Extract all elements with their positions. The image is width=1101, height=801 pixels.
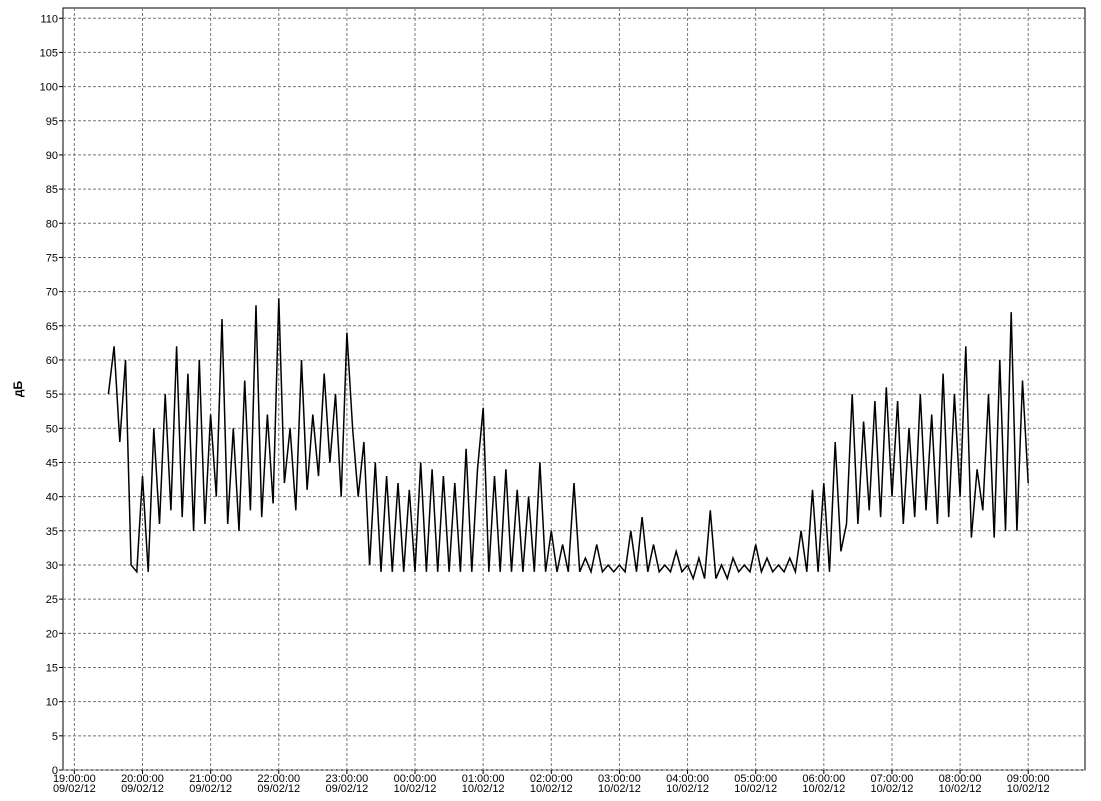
x-tick-label: 10/02/12 xyxy=(462,783,505,795)
x-tick-label: 10/02/12 xyxy=(666,783,709,795)
y-tick-label: 70 xyxy=(46,287,58,299)
y-tick-label: 100 xyxy=(40,82,58,94)
x-tick-label: 10/02/12 xyxy=(939,783,982,795)
y-tick-label: 80 xyxy=(46,218,58,230)
y-tick-label: 25 xyxy=(46,594,58,606)
y-tick-label: 75 xyxy=(46,252,58,264)
x-tick-label: 09/02/12 xyxy=(53,783,96,795)
x-tick-label: 23:00:00 xyxy=(325,773,368,785)
y-tick-label: 60 xyxy=(46,355,58,367)
x-tick-label: 21:00:00 xyxy=(189,773,232,785)
plot-frame xyxy=(62,7,1086,771)
x-tick-label: 19:00:00 xyxy=(53,773,96,785)
y-tick-label: 10 xyxy=(46,697,58,709)
x-tick-label: 05:00:00 xyxy=(734,773,777,785)
y-tick-label: 5 xyxy=(52,731,58,743)
y-tick-label: 90 xyxy=(46,150,58,162)
y-tick-label: 50 xyxy=(46,423,58,435)
data-line xyxy=(107,298,1029,581)
y-tick-label: 15 xyxy=(46,662,58,674)
x-tick-label: 10/02/12 xyxy=(1007,783,1050,795)
x-tick-label: 10/02/12 xyxy=(394,783,437,795)
y-tick-label: 35 xyxy=(46,526,58,538)
x-tick-label: 06:00:00 xyxy=(802,773,845,785)
x-tick-label: 09/02/12 xyxy=(325,783,368,795)
x-tick-label: 09/02/12 xyxy=(189,783,232,795)
y-tick-label: 40 xyxy=(46,492,58,504)
x-tick-label: 10/02/12 xyxy=(871,783,914,795)
x-tick-label: 09/02/12 xyxy=(257,783,300,795)
x-tick-label: 09:00:00 xyxy=(1007,773,1050,785)
x-tick-label: 03:00:00 xyxy=(598,773,641,785)
x-tick-label: 04:00:00 xyxy=(666,773,709,785)
y-tick-label: 20 xyxy=(46,628,58,640)
y-axis-label: дБ xyxy=(11,381,25,398)
y-tick-label: 45 xyxy=(46,457,58,469)
y-tick-label: 65 xyxy=(46,321,58,333)
x-tick-label: 08:00:00 xyxy=(939,773,982,785)
x-tick-label: 10/02/12 xyxy=(734,783,777,795)
x-tick-label: 00:00:00 xyxy=(394,773,437,785)
x-tick-label: 09/02/12 xyxy=(121,783,164,795)
x-tick-label: 22:00:00 xyxy=(257,773,300,785)
y-tick-label: 105 xyxy=(40,47,58,59)
y-tick-label: 95 xyxy=(46,116,58,128)
y-tick-label: 110 xyxy=(40,13,58,25)
x-tick-label: 10/02/12 xyxy=(598,783,641,795)
x-tick-label: 01:00:00 xyxy=(462,773,505,785)
x-tick-label: 20:00:00 xyxy=(121,773,164,785)
x-tick-label: 10/02/12 xyxy=(802,783,845,795)
y-tick-label: 85 xyxy=(46,184,58,196)
y-tick-label: 0 xyxy=(52,765,58,777)
x-tick-label: 10/02/12 xyxy=(530,783,573,795)
x-tick-label: 02:00:00 xyxy=(530,773,573,785)
y-tick-label: 30 xyxy=(46,560,58,572)
y-tick-label: 55 xyxy=(46,389,58,401)
x-tick-label: 07:00:00 xyxy=(871,773,914,785)
